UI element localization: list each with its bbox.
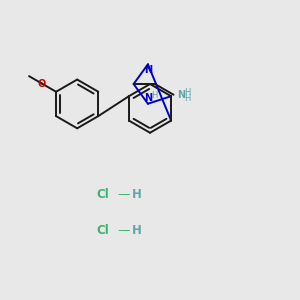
Text: N: N <box>177 90 185 100</box>
Text: H: H <box>132 224 142 237</box>
Text: H: H <box>184 94 191 103</box>
Text: Cl: Cl <box>96 188 109 201</box>
Text: N: N <box>144 93 152 103</box>
Text: O: O <box>38 79 46 88</box>
Text: Cl: Cl <box>96 224 109 237</box>
Text: —: — <box>117 224 130 237</box>
Text: H: H <box>132 188 142 201</box>
Text: H: H <box>184 88 191 97</box>
Text: H: H <box>151 91 158 100</box>
Text: N: N <box>145 64 153 75</box>
Text: —: — <box>117 188 130 201</box>
